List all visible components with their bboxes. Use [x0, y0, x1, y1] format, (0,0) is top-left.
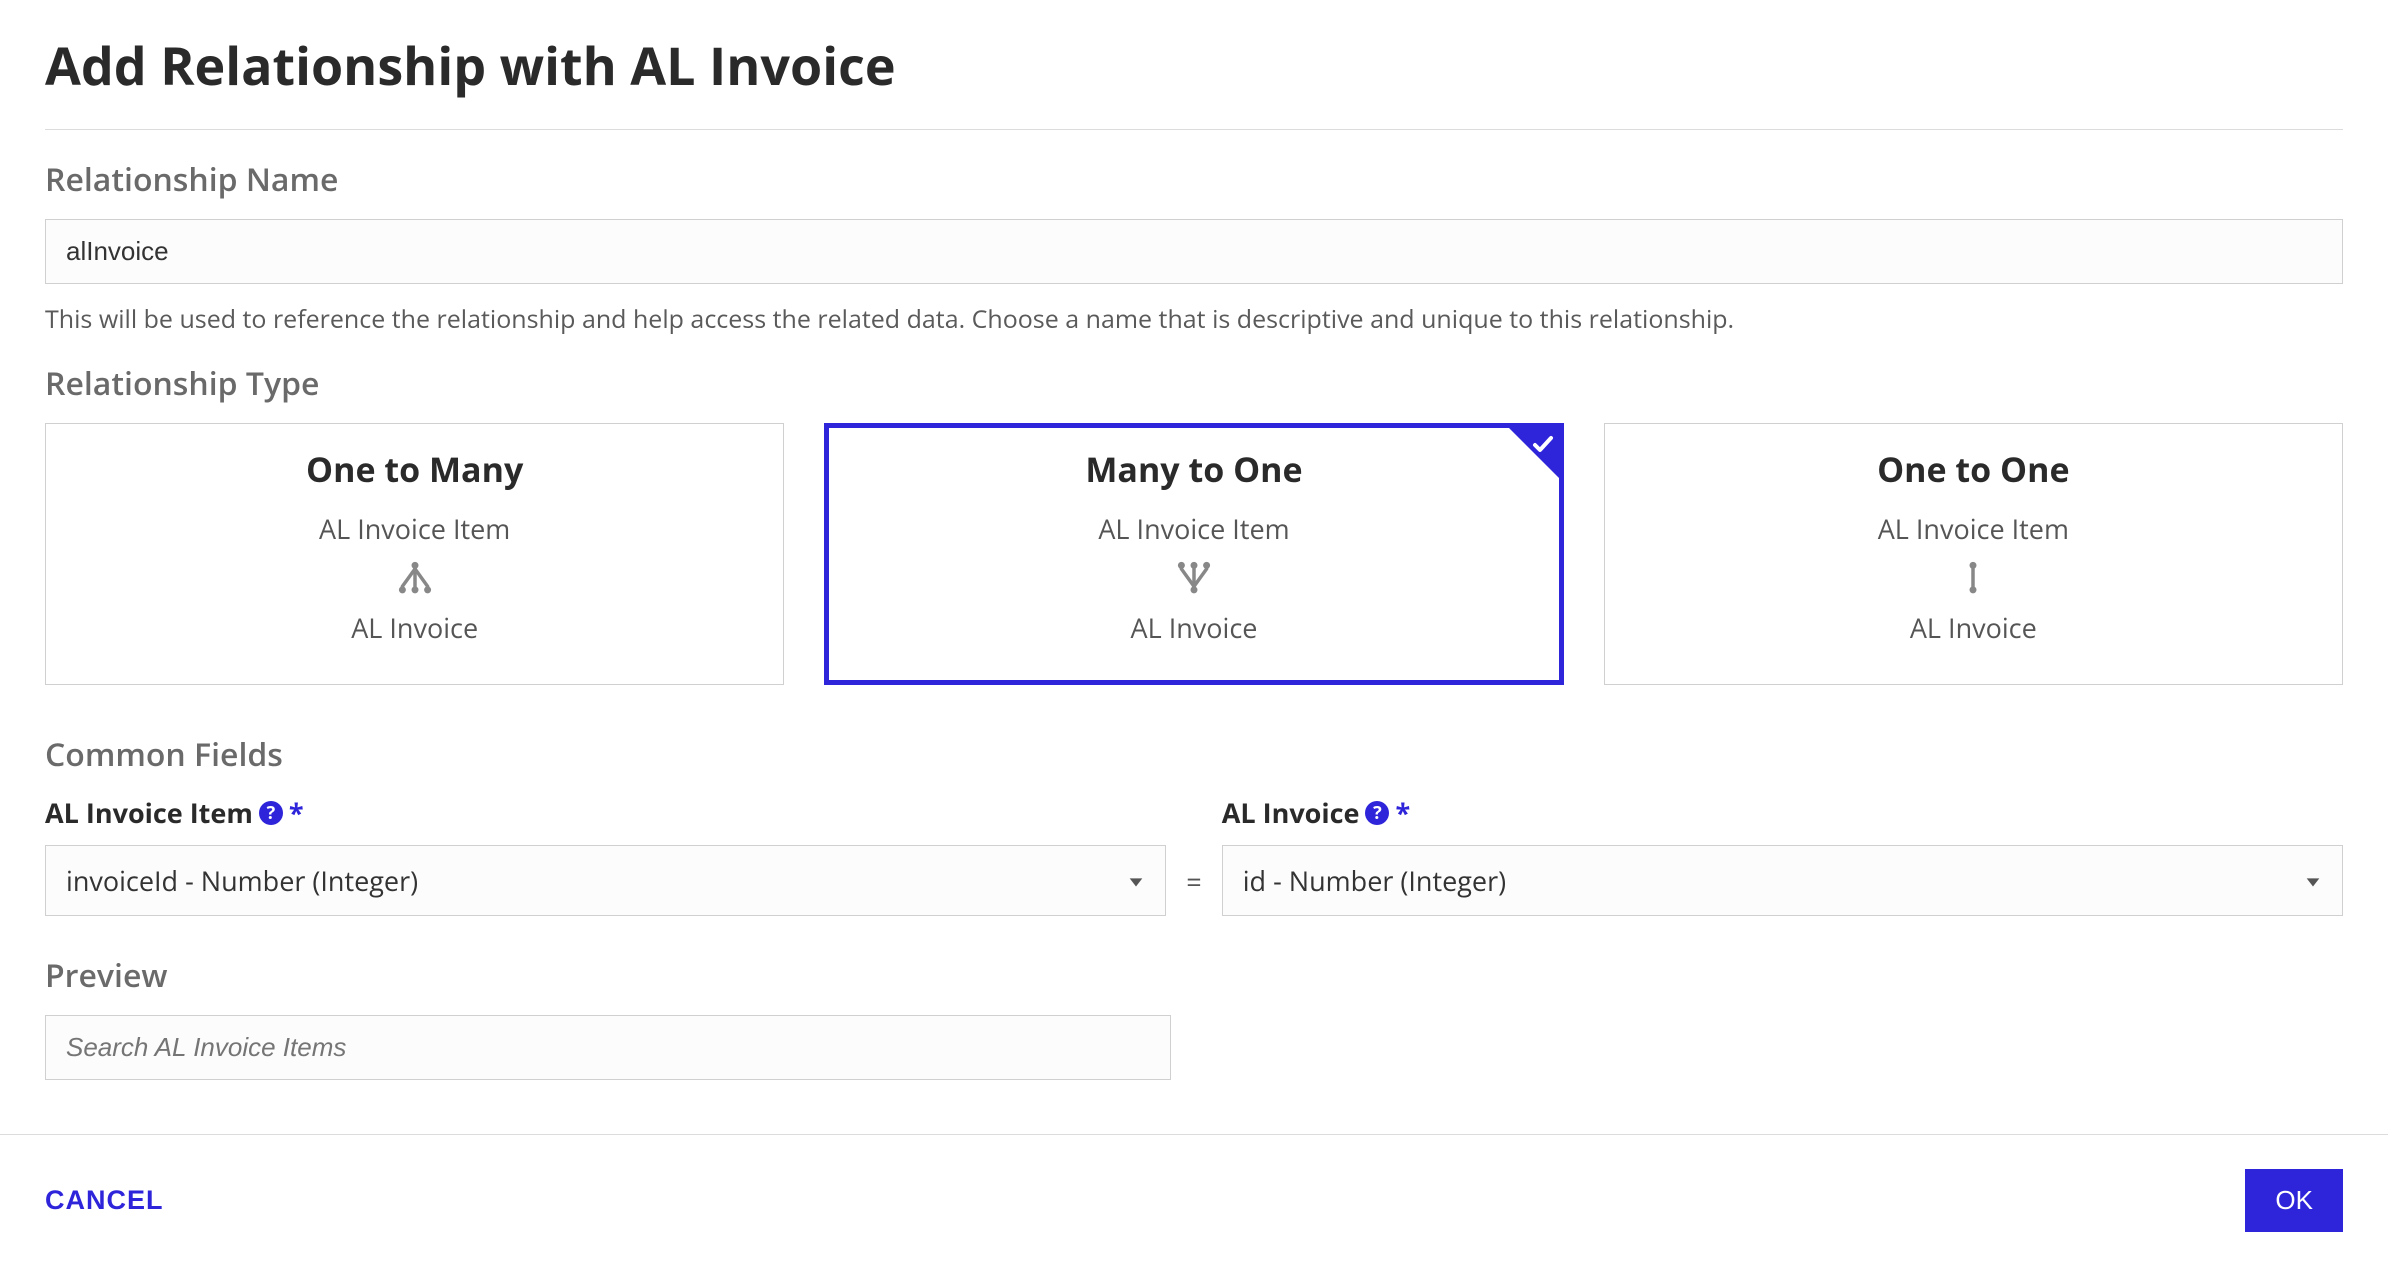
type-from-entity: AL Invoice Item: [835, 510, 1552, 547]
page-title: Add Relationship with AL Invoice: [45, 30, 2343, 130]
left-field-select[interactable]: invoiceId - Number (Integer): [45, 845, 1166, 916]
right-field-label-text: AL Invoice: [1222, 794, 1360, 831]
common-fields-row: AL Invoice Item ? * invoiceId - Number (…: [45, 794, 2343, 916]
caret-down-icon: [1127, 862, 1145, 899]
help-icon[interactable]: ?: [259, 801, 283, 825]
relationship-name-helper: This will be used to reference the relat…: [45, 302, 2343, 336]
preview-search-input[interactable]: [45, 1015, 1171, 1080]
cancel-button[interactable]: CANCEL: [45, 1185, 164, 1216]
common-fields-label: Common Fields: [45, 733, 2343, 776]
type-to-entity: AL Invoice: [835, 609, 1552, 646]
type-from-entity: AL Invoice Item: [1615, 510, 2332, 547]
ok-button[interactable]: OK: [2245, 1169, 2343, 1232]
dialog-footer: CANCEL OK: [0, 1134, 2388, 1266]
relationship-type-label: Relationship Type: [45, 362, 2343, 405]
equals-sign: =: [1186, 863, 1201, 916]
type-from-entity: AL Invoice Item: [56, 510, 773, 547]
help-icon[interactable]: ?: [1365, 801, 1389, 825]
right-field-col: AL Invoice ? * id - Number (Integer): [1222, 794, 2343, 916]
right-field-select[interactable]: id - Number (Integer): [1222, 845, 2343, 916]
type-card-many-to-one[interactable]: Many to One AL Invoice Item AL Invoice: [824, 423, 1563, 685]
type-card-one-to-many[interactable]: One to Many AL Invoice Item AL Invoice: [45, 423, 784, 685]
type-card-one-to-one[interactable]: One to One AL Invoice Item AL Invoice: [1604, 423, 2343, 685]
left-field-col: AL Invoice Item ? * invoiceId - Number (…: [45, 794, 1166, 916]
common-fields-section: Common Fields AL Invoice Item ? * invoic…: [45, 733, 2343, 916]
type-title: Many to One: [835, 446, 1552, 492]
type-title: One to Many: [56, 446, 773, 492]
preview-section: Preview: [45, 954, 2343, 1080]
one-to-one-icon: [1615, 557, 2332, 599]
relationship-name-input[interactable]: [45, 219, 2343, 284]
relationship-name-label: Relationship Name: [45, 158, 2343, 201]
left-field-label: AL Invoice Item ? *: [45, 794, 1166, 831]
type-title: One to One: [1615, 446, 2332, 492]
relationship-type-section: Relationship Type One to Many AL Invoice…: [45, 362, 2343, 685]
required-star: *: [289, 794, 304, 831]
caret-down-icon: [2304, 862, 2322, 899]
right-field-label: AL Invoice ? *: [1222, 794, 2343, 831]
many-to-one-icon: [835, 557, 1552, 599]
one-to-many-icon: [56, 557, 773, 599]
left-field-label-text: AL Invoice Item: [45, 794, 253, 831]
left-field-value: invoiceId - Number (Integer): [66, 862, 418, 899]
type-to-entity: AL Invoice: [1615, 609, 2332, 646]
relationship-name-section: Relationship Name This will be used to r…: [45, 158, 2343, 336]
right-field-value: id - Number (Integer): [1243, 862, 1506, 899]
check-icon: [1531, 432, 1555, 456]
relationship-type-grid: One to Many AL Invoice Item AL Invoice: [45, 423, 2343, 685]
type-to-entity: AL Invoice: [56, 609, 773, 646]
required-star: *: [1395, 794, 1410, 831]
preview-label: Preview: [45, 954, 2343, 997]
